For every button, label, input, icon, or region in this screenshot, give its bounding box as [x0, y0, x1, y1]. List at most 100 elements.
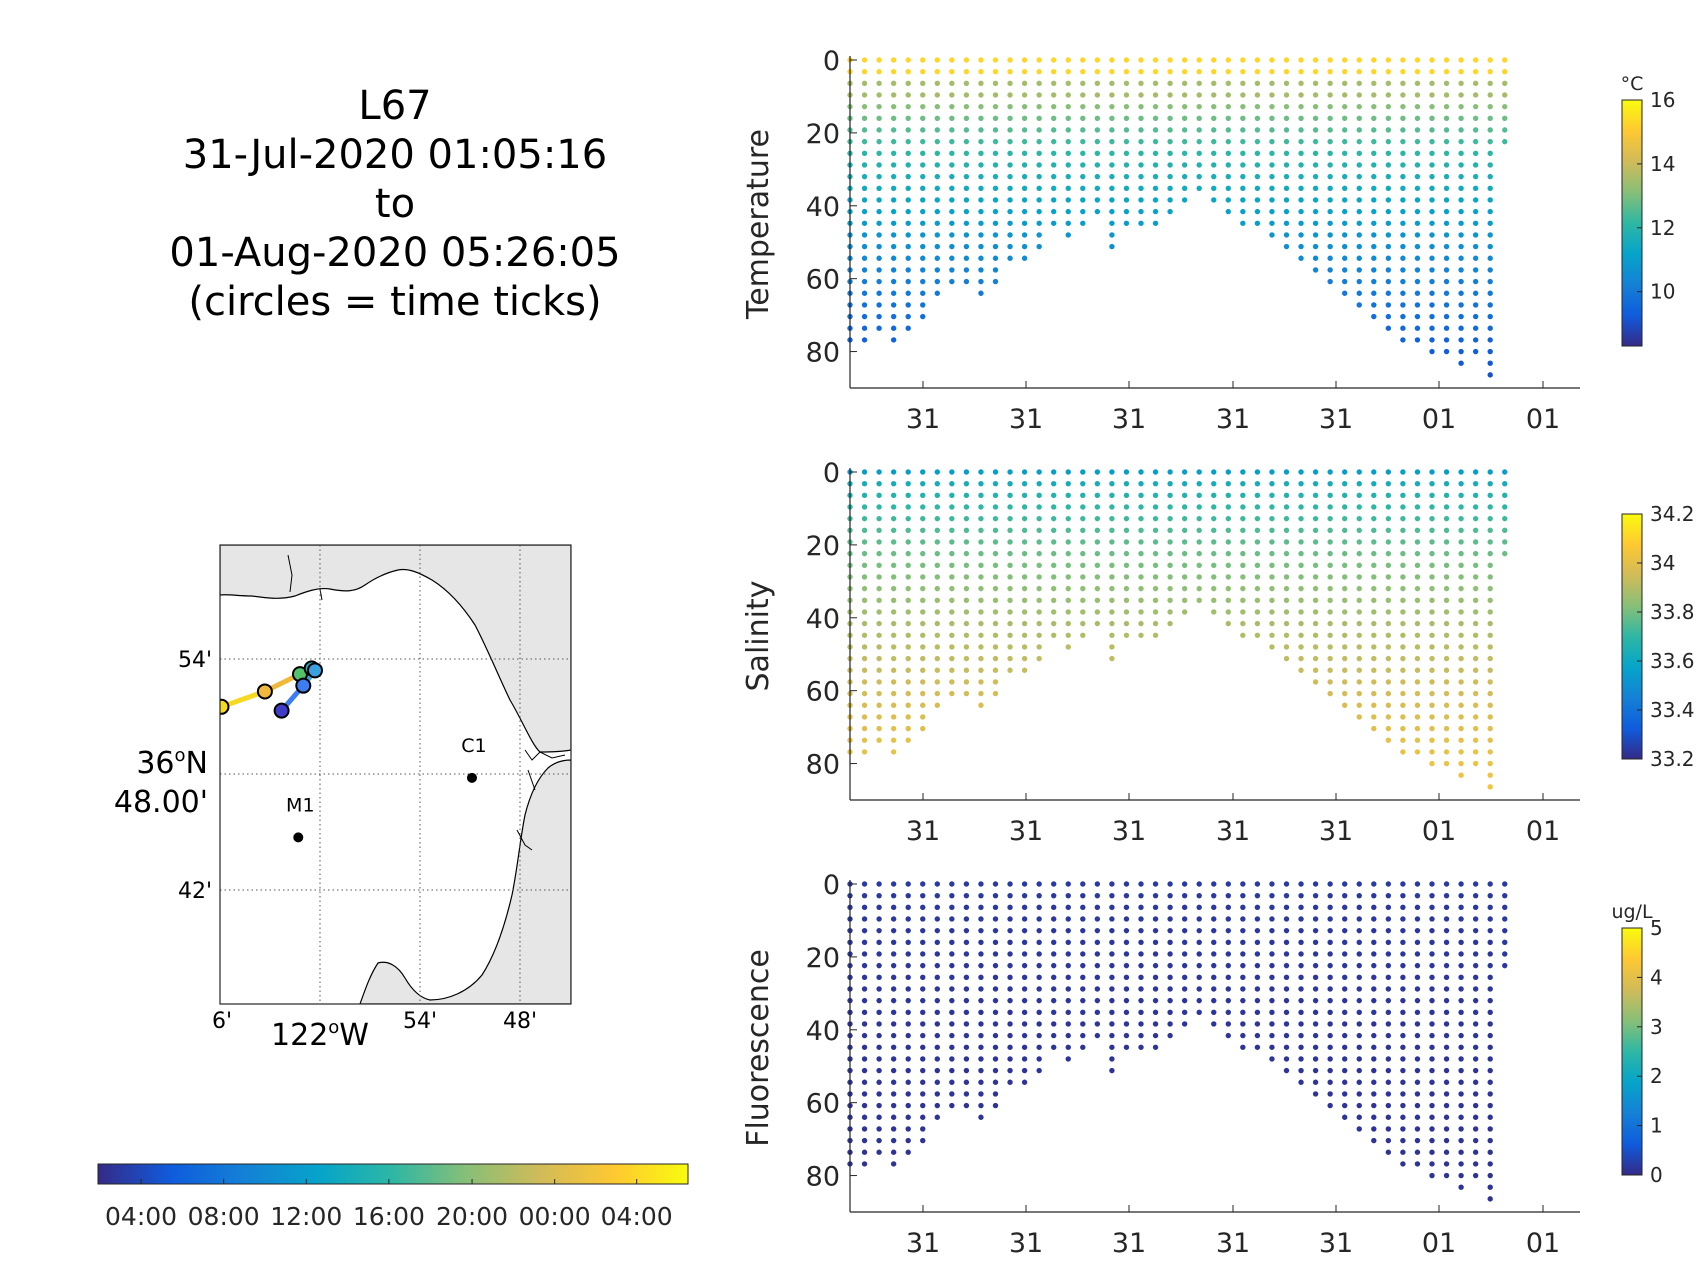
- coast-inlet: [516, 749, 566, 851]
- temperature-point: [992, 115, 999, 122]
- fluorescence-point: [1152, 927, 1159, 934]
- temperature-point: [1152, 162, 1159, 168]
- temperature-point: [1211, 103, 1217, 110]
- temperature-point: [1312, 243, 1319, 250]
- salinity-point: [978, 667, 984, 673]
- salinity-point: [1385, 504, 1392, 510]
- temperature-point: [1312, 162, 1319, 168]
- fluorescence-point: [1196, 962, 1202, 969]
- temperature-point: [920, 68, 926, 75]
- temperature-point: [1123, 80, 1130, 87]
- fluorescence-point: [1138, 1021, 1144, 1027]
- salinity-point: [949, 632, 955, 638]
- salinity-point: [905, 527, 911, 534]
- fluorescence-point: [890, 1044, 897, 1050]
- temperature-point: [1298, 68, 1304, 75]
- salinity-point: [1342, 585, 1348, 592]
- fluorescence-point: [1458, 892, 1464, 899]
- salinity-point: [1240, 515, 1246, 522]
- temperature-point: [1283, 92, 1290, 98]
- temperature-point: [1400, 185, 1406, 191]
- fluorescence-point: [1414, 1137, 1421, 1144]
- temperature-point: [1312, 173, 1319, 180]
- fluorescence-point: [876, 1044, 882, 1050]
- fluorescence-point: [949, 904, 955, 911]
- fluorescence-point: [1487, 1056, 1493, 1062]
- fluorescence-point: [861, 997, 868, 1004]
- temperature-point: [1181, 68, 1188, 75]
- temperature-point: [1181, 173, 1188, 180]
- temperature-point: [1021, 173, 1028, 180]
- salinity-point: [1051, 539, 1057, 545]
- salinity-point: [1094, 562, 1101, 568]
- fluorescence-point: [1443, 1161, 1450, 1167]
- salinity-point: [1094, 609, 1101, 615]
- temperature-point: [920, 290, 926, 296]
- fluorescence-point: [934, 927, 940, 934]
- fluorescence-point: [1327, 1067, 1333, 1074]
- salinity-point: [978, 702, 984, 708]
- temperature-point: [1443, 220, 1450, 226]
- temperature-point: [1312, 68, 1319, 75]
- lon-hemisphere: W: [339, 1018, 369, 1053]
- temperature-point: [1167, 57, 1173, 63]
- fluorescence-point: [1094, 962, 1101, 969]
- fluorescence-point: [920, 962, 926, 969]
- salinity-point: [1051, 527, 1057, 534]
- salinity-point: [963, 585, 970, 592]
- salinity-point: [1225, 585, 1232, 592]
- salinity-point: [1356, 679, 1362, 685]
- fluorescence-point: [1298, 997, 1304, 1004]
- salinity-point: [1458, 737, 1464, 743]
- salinity-point: [1298, 655, 1304, 662]
- salinity-point: [1443, 737, 1450, 743]
- fluorescence-point: [1356, 997, 1362, 1004]
- temperature-point: [1443, 80, 1450, 87]
- temperature-point: [890, 220, 897, 226]
- fluorescence-point: [1400, 1126, 1406, 1132]
- temperature-point: [1356, 162, 1362, 168]
- salinity-point: [1269, 632, 1275, 638]
- salinity-point: [1458, 772, 1464, 778]
- temperature-point: [1167, 80, 1173, 87]
- temperature-point: [905, 255, 911, 261]
- temperature-point: [1283, 208, 1290, 215]
- fluorescence-point: [1021, 904, 1028, 911]
- temperature-point: [1443, 103, 1450, 110]
- temperature-point: [1094, 115, 1101, 122]
- temperature-point: [876, 185, 882, 191]
- fluorescence-point: [949, 916, 955, 922]
- temperature-point: [1429, 185, 1435, 191]
- fluorescence-point: [1152, 1009, 1159, 1015]
- salinity-point: [905, 655, 911, 662]
- temperature-point: [1109, 150, 1115, 156]
- temperature-point: [949, 267, 955, 273]
- salinity-point: [1109, 562, 1115, 568]
- temperature-point: [1312, 267, 1319, 273]
- temperature-point: [1385, 243, 1392, 250]
- temperature-point: [1094, 103, 1101, 110]
- temperature-point: [890, 68, 897, 75]
- temperature-point: [920, 208, 926, 215]
- temperature-point: [1240, 68, 1246, 75]
- fluorescence-point: [1080, 904, 1086, 911]
- temperature-point: [1109, 115, 1115, 122]
- salinity-point: [1225, 469, 1232, 475]
- salinity-point: [1021, 539, 1028, 545]
- fluorescence-point: [1327, 1091, 1333, 1097]
- temperature-point: [1371, 92, 1377, 98]
- temperature-point: [876, 243, 882, 250]
- fluorescence-point: [1051, 904, 1057, 911]
- salinity-point: [1167, 527, 1173, 534]
- fluorescence-point: [1400, 1021, 1406, 1027]
- salinity-point: [890, 725, 897, 732]
- fluorescence-point: [1283, 892, 1290, 899]
- salinity-point: [1080, 480, 1086, 487]
- salinity-point: [905, 515, 911, 522]
- fluorescence-point: [978, 1009, 984, 1015]
- fluorescence-point: [963, 939, 970, 946]
- salinity-point: [1458, 690, 1464, 697]
- fluorescence-point: [1007, 927, 1013, 934]
- salinity-point: [1487, 690, 1493, 697]
- temperature-point: [1429, 302, 1435, 308]
